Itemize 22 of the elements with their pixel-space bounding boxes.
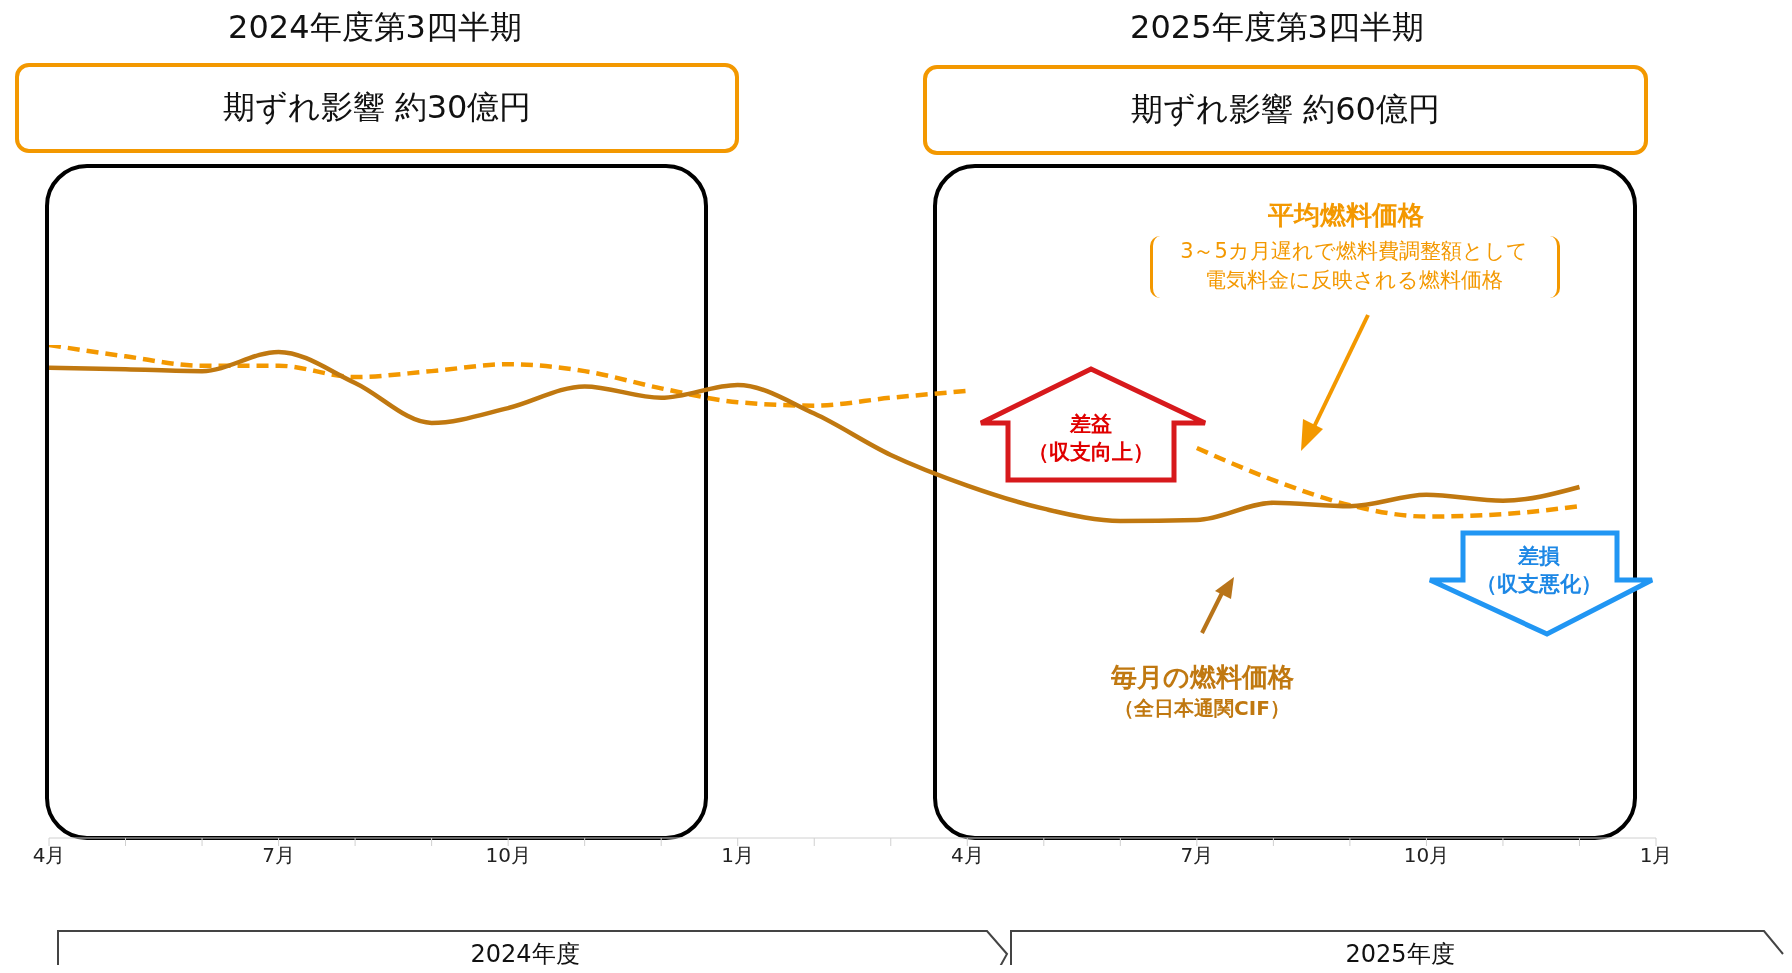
- text: 2024年度第3四半期: [227, 7, 523, 47]
- x-tick-label: 4月: [950, 843, 984, 868]
- annotation: （全日本通関CIF）: [1113, 696, 1291, 721]
- x-tick-label: 7月: [1180, 843, 1214, 868]
- text: 期ずれ影響 約30億円: [15, 63, 739, 153]
- x-tick-label: 1月: [1639, 843, 1673, 868]
- text: 2025年度: [1344, 939, 1456, 967]
- legend-label: 毎月の燃料価格: [1109, 660, 1295, 694]
- x-tick-label: 10月: [1403, 843, 1450, 868]
- annotation: 差損: [1517, 543, 1561, 570]
- text: 2024年度: [469, 939, 581, 967]
- x-tick-label: 4月: [32, 843, 66, 868]
- x-tick-label: 1月: [721, 843, 755, 868]
- x-tick-label: 10月: [485, 843, 531, 868]
- x-tick-label: 7月: [262, 843, 295, 868]
- text: 2025年度第3四半期: [1129, 7, 1425, 47]
- annotation: 差益: [1069, 411, 1113, 438]
- text: 期ずれ影響 約60億円: [923, 65, 1648, 155]
- annotation: （収支向上）: [1027, 439, 1155, 466]
- annotation: （収支悪化）: [1475, 571, 1603, 598]
- text: 3～5カ月遅れで燃料費調整額として電気料金に反映される燃料価格: [1179, 238, 1529, 295]
- text: 平均燃料価格: [1267, 198, 1425, 232]
